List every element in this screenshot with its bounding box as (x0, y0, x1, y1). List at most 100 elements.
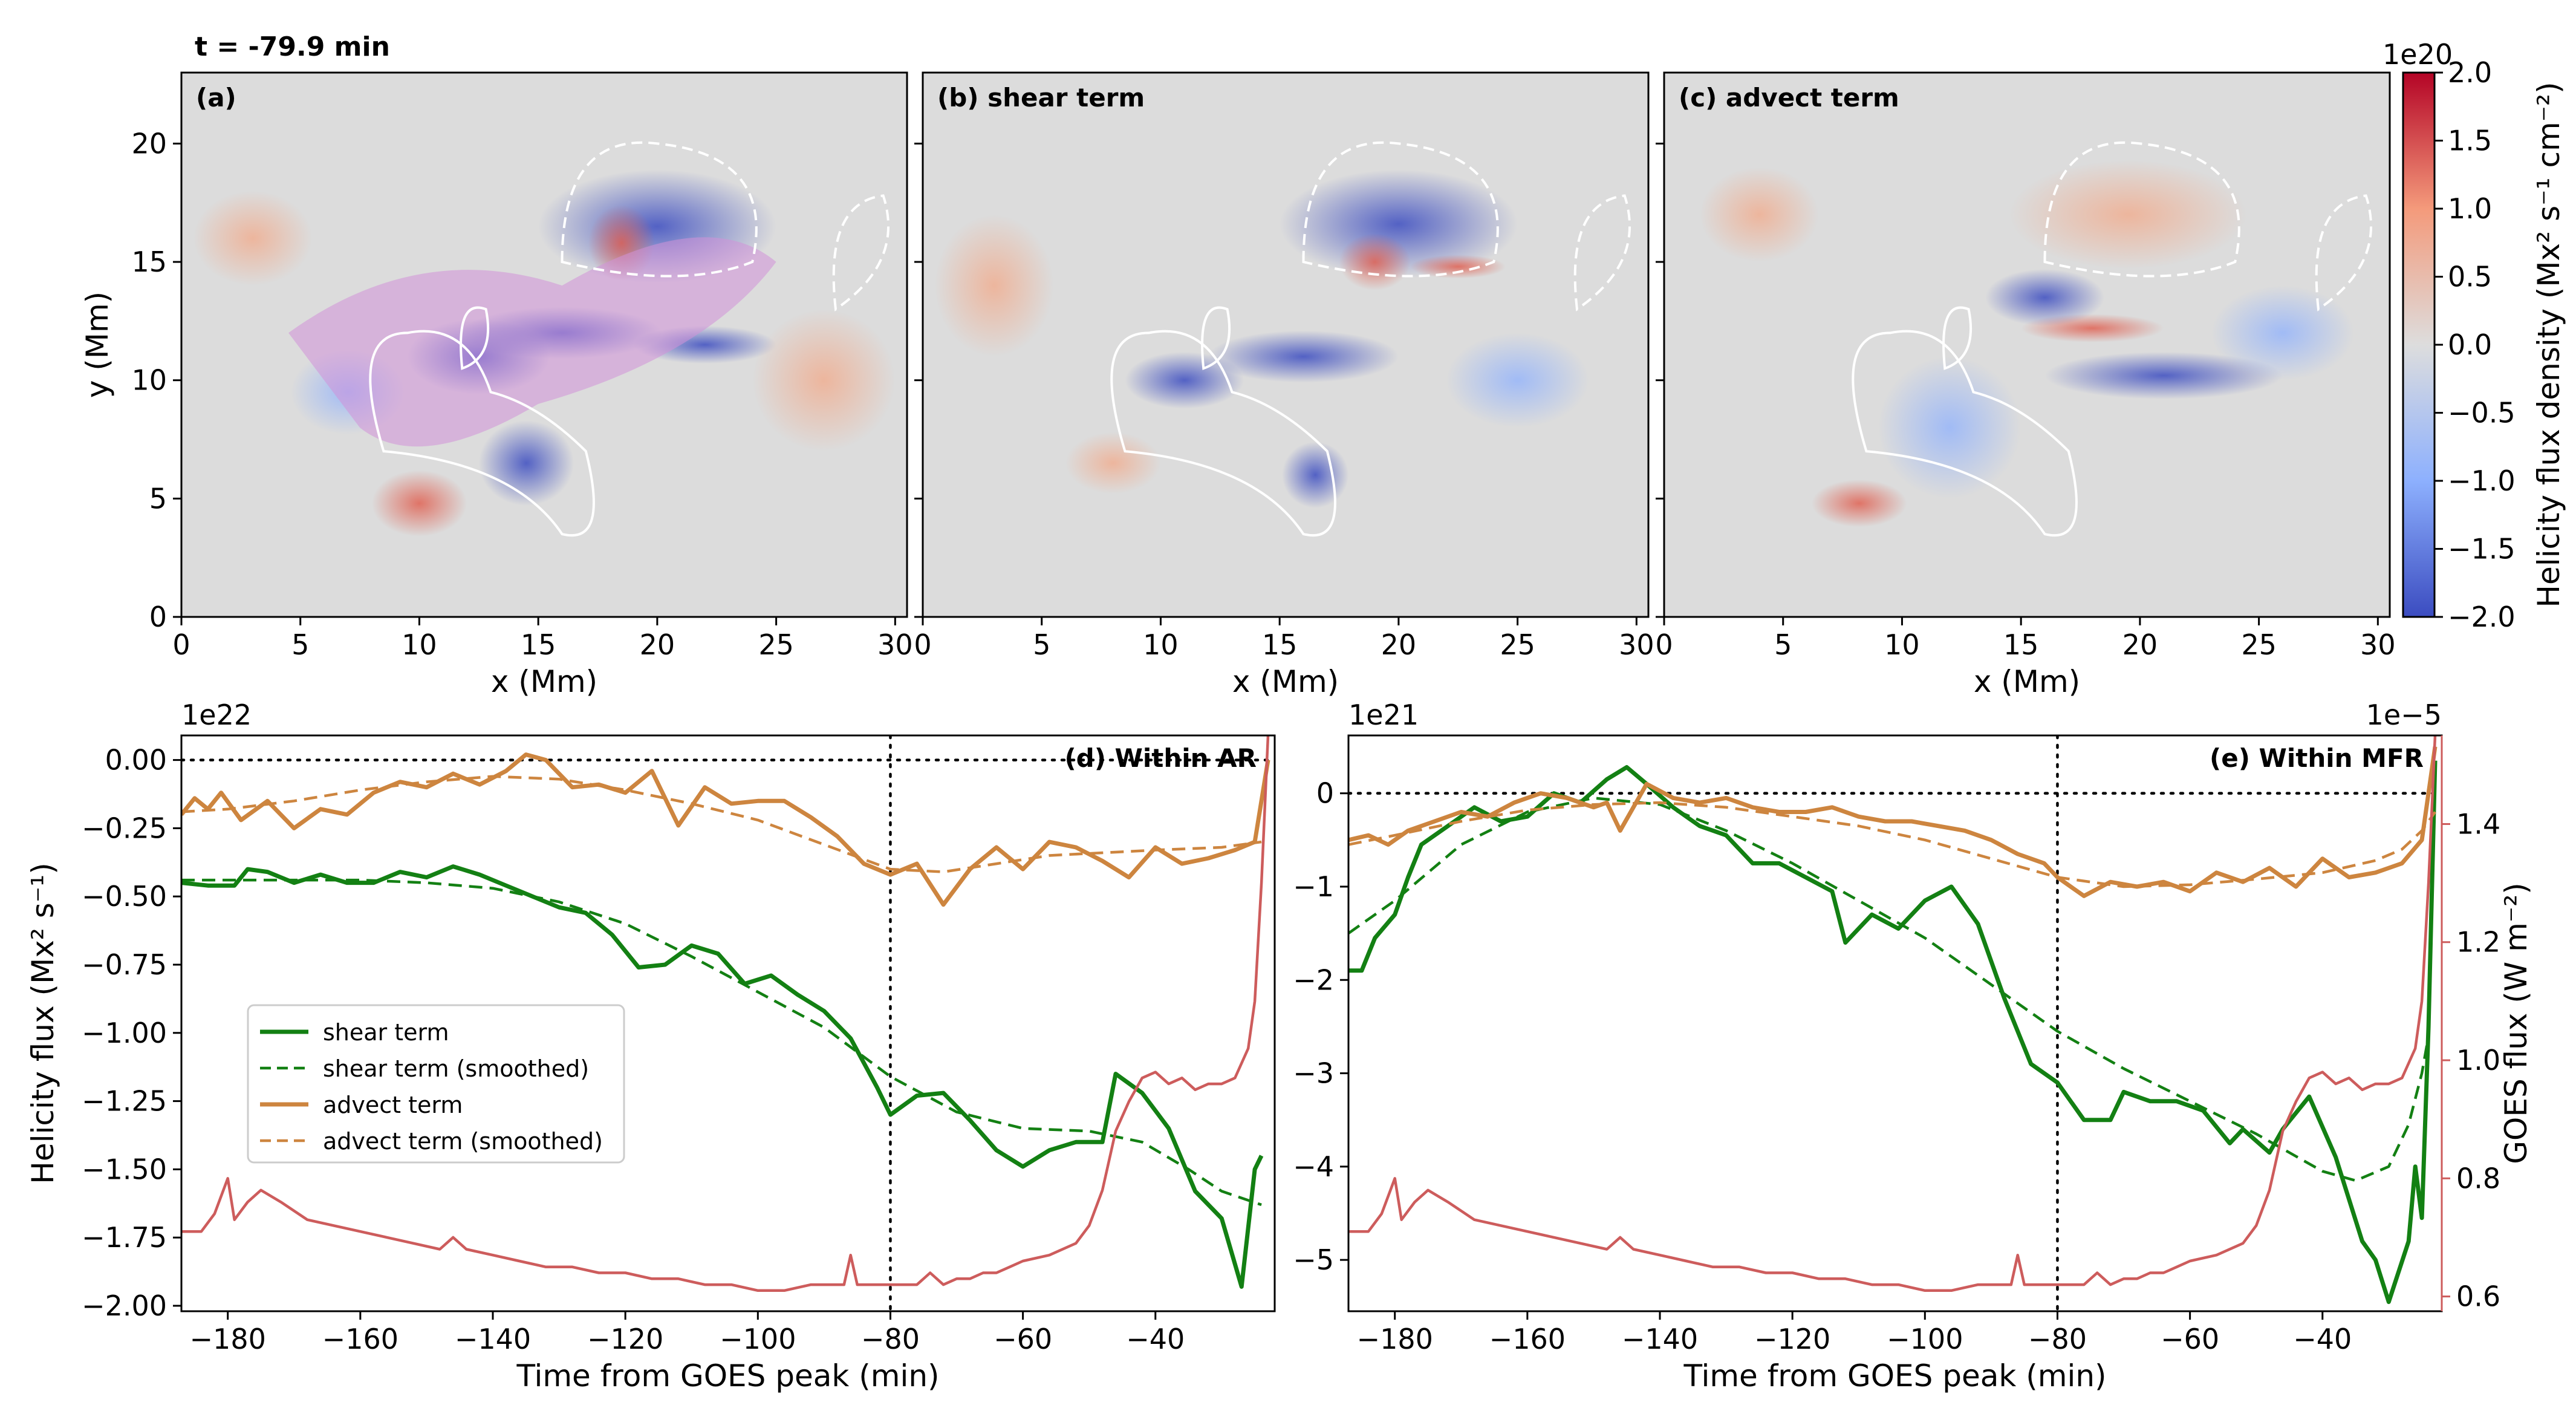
map-feature (1125, 351, 1244, 409)
y-tick-label: −0.75 (82, 948, 167, 981)
map-x-tick-label: 25 (1500, 628, 1535, 661)
legend-label: advect term (323, 1092, 463, 1118)
legend-box (247, 1004, 625, 1164)
map-feature (1811, 480, 1907, 527)
map-y-label: y (Mm) (80, 292, 115, 398)
map-y-tick-label: 10 (131, 364, 167, 397)
colorbar-tick-label: −0.5 (2448, 397, 2516, 429)
y-tick-label: −0.50 (82, 880, 167, 913)
panel-title: (e) Within MFR (2210, 743, 2424, 773)
series-advect-term-smoothed- (181, 775, 1262, 873)
map-x-tick-label: 0 (914, 628, 931, 661)
plot-area (1348, 735, 2442, 1311)
right-y-tick-label: 0.8 (2456, 1162, 2500, 1195)
right-axis-label: GOES flux (W m⁻²) (2499, 882, 2534, 1164)
line-panels: −180 −160 −140 −120 −100 −80 −60 −400.00−0.25−0… (25, 699, 2534, 1393)
colorbar-ticks: 2.0 1.5 1.0 0.5 0.0 −0.5 −1.0 −1.5 −2.0 (2435, 56, 2516, 633)
x-tick-label: −60 (994, 1323, 1052, 1355)
map-x-tick-label: 10 (402, 628, 437, 661)
map-title: (b) shear term (937, 83, 1145, 112)
right-y-tick-label: 1.2 (2456, 926, 2500, 959)
map-field (1700, 141, 2373, 537)
map-y-tick-label: 15 (131, 246, 167, 278)
map-x-tick-label: 15 (1262, 628, 1298, 661)
colorbar-gradient (2402, 71, 2436, 618)
map-feature (193, 191, 313, 286)
colorbar-tick-label: −1.5 (2448, 533, 2516, 565)
map-x-tick-label: 30 (877, 628, 913, 661)
map-x-tick-label: 20 (640, 628, 675, 661)
map-feature (1065, 432, 1161, 494)
legend: shear term shear term (smoothed) advect te… (247, 1004, 625, 1164)
y-tick-label: 0.00 (105, 744, 167, 777)
map-x-tick-label: 5 (1033, 628, 1050, 661)
x-tick-label: −120 (587, 1323, 663, 1355)
map-x-tick-label: 25 (2241, 628, 2277, 661)
y-tick-label: −1.50 (82, 1153, 167, 1185)
x-tick-label: −140 (455, 1323, 531, 1355)
negative-polarity-contour (2043, 141, 2240, 278)
x-tick-label: −100 (720, 1323, 796, 1355)
map-title: (c) advect term (1679, 83, 1899, 112)
map-x-tick-label: 5 (291, 628, 309, 661)
x-tick-label: −80 (2028, 1323, 2087, 1355)
series-advect-term (181, 752, 1270, 907)
map-panel-3: 0 5 10 15 20 25 30 (c) advect term x (Mm) (1655, 71, 2396, 699)
series-goes-flux (1348, 735, 2437, 1292)
y-offset-label: 1e21 (1348, 699, 1419, 731)
map-feature (371, 470, 467, 536)
x-tick-label: −160 (322, 1323, 398, 1355)
positive-polarity-contour (1201, 306, 1231, 370)
series-goes-flux (181, 735, 1270, 1292)
colorbar-tick-label: 1.0 (2448, 192, 2492, 225)
line-panel-1: −180 −160 −140 −120 −100 −80 −60 −40 0.00 −0.25 −0… (25, 699, 1276, 1393)
map-feature (1985, 269, 2104, 326)
colorbar-offset: 1e20 (2382, 38, 2453, 71)
map-feature (2009, 160, 2247, 269)
map-feature (1446, 333, 1589, 428)
map-x-tick-label: 15 (2003, 628, 2039, 661)
negative-polarity-contour (1573, 194, 1631, 311)
map-panel-2: 0 5 10 15 20 25 30 (b) shear term x (Mm) (914, 71, 1654, 699)
colorbar-tick-label: 0.5 (2448, 261, 2492, 293)
map-feature (1878, 356, 2021, 499)
mfr-mask-overlay (288, 237, 776, 447)
plot-frame (180, 734, 1276, 1312)
map-panel-1: 0 5 10 15 20 25 30 0 5 10 15 20 (a) x (Mm) y (Mm) (80, 71, 913, 699)
right-y-tick-label: 0.6 (2456, 1280, 2500, 1313)
legend-label: shear term (323, 1019, 449, 1046)
map-x-tick-label: 15 (521, 628, 556, 661)
negative-polarity-contour (832, 194, 890, 311)
positive-polarity-contour (1942, 306, 1973, 370)
positive-polarity-contour (1110, 330, 1336, 537)
y-tick-label: 0 (1316, 777, 1334, 810)
map-x-tick-label: 20 (2122, 628, 2158, 661)
y-tick-label: −2.00 (82, 1289, 167, 1322)
x-tick-label: −100 (1887, 1323, 1963, 1355)
map-feature (1280, 169, 1518, 279)
map-x-tick-label: 10 (1884, 628, 1920, 661)
series-advect-term (1348, 746, 2438, 898)
y-tick-label: −1.25 (82, 1085, 167, 1118)
positive-polarity-contour (460, 306, 490, 370)
map-feature (478, 420, 574, 506)
y-tick-label: −1 (1293, 870, 1334, 903)
map-feature (1282, 442, 1349, 508)
colorbar-tick-label: 0.0 (2448, 328, 2492, 361)
panel-title: (d) Within AR (1064, 743, 1257, 773)
x-tick-label: −180 (190, 1323, 266, 1355)
legend-label: shear term (smoothed) (323, 1055, 589, 1082)
colorbar-tick-label: 1.5 (2448, 125, 2492, 157)
time-label: t = -79.9 min (195, 31, 390, 62)
map-feature (752, 309, 896, 452)
map-y-tick-label: 20 (131, 127, 167, 160)
positive-polarity-contour (1852, 330, 2078, 537)
map-x-tick-label: 30 (2360, 628, 2396, 661)
y-tick-label: −5 (1293, 1243, 1334, 1276)
x-tick-label: −160 (1489, 1323, 1566, 1355)
x-tick-label: −40 (1126, 1323, 1185, 1355)
negative-polarity-contour (2315, 194, 2373, 311)
map-feature (1410, 255, 1506, 279)
